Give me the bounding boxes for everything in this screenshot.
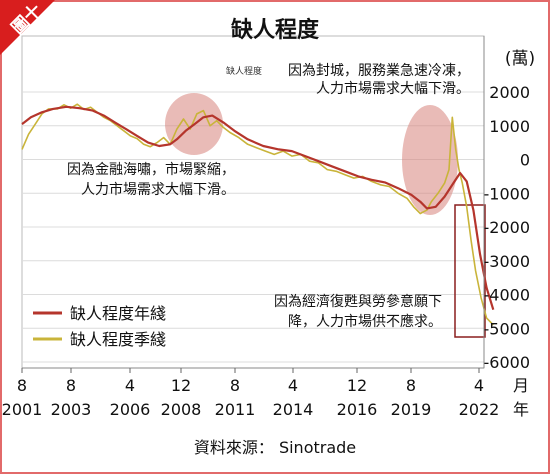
x-tick-year: 2003 [51, 400, 92, 419]
y-tick-label: 1000 [489, 117, 530, 136]
x-tick-month: 12 [347, 376, 367, 395]
recovery-highlight-box [454, 204, 486, 338]
x-tick-year: 2008 [161, 400, 202, 419]
x-tick-year: 2016 [337, 400, 378, 419]
recovery-annotation-text: 因為經濟復甦與勞參意願下降，人力市場供不應求。 [274, 293, 442, 330]
annotation-line: 降，人力市場供不應求。 [288, 313, 442, 330]
y-tick-label: -5000 [484, 319, 531, 338]
series-layer [21, 103, 495, 326]
financial-annotation: 因為金融海嘯，市場緊縮， 人力市場需求大幅下滑。 [67, 161, 235, 198]
x-axis: 8 2001 8 2003 4 2006 12 2008 8 2011 4 2014 12 2016 8 20… [2, 367, 500, 419]
recovery-annotation: 因為經濟復甦與勞參意願下降，人力市場供不應求。 [274, 293, 442, 330]
y-tick-label: -3000 [484, 252, 531, 271]
legend-label: 缺人程度季綫 [70, 330, 166, 349]
x-tick-month: 12 [171, 376, 191, 395]
x-tick-year: 2006 [110, 400, 151, 419]
x-tick-month: 4 [125, 376, 135, 395]
x-axis-label-line: 年 [513, 400, 529, 419]
y-tick-label: -1000 [484, 184, 531, 203]
covid-highlight [402, 105, 458, 215]
x-axis-label-line: 月 [513, 376, 529, 395]
annotation-line: 因為金融海嘯，市場緊縮， [67, 161, 235, 178]
x-tick-month: 4 [474, 376, 484, 395]
x-tick-year: 2001 [2, 400, 43, 419]
annotation-line: 因為封城，服務業急速冷凍， [288, 63, 470, 79]
badge-corner [0, 0, 55, 55]
x-tick-year: 2022 [459, 400, 500, 419]
x-tick-month: 8 [230, 376, 240, 395]
lockdown-annotation: 因為封城，服務業急速冷凍，人力市場需求大幅下滑。 [288, 63, 470, 97]
annotation-line: 因為經濟復甦與勞參意願下 [274, 293, 442, 310]
x-tick-year: 2014 [273, 400, 314, 419]
annotation-line: 人力市場需求大幅下滑。 [316, 80, 470, 97]
unit-label: (萬) [505, 49, 535, 69]
small-chart-label: 缺人程度 [226, 65, 262, 77]
y-axis: 2000 1000 0 -1000 -2000 -3000 -4000 -5000 -6000 [483, 36, 531, 372]
x-tick-year: 2011 [215, 400, 256, 419]
chart-title: 缺人程度 [230, 18, 319, 43]
y-tick-label: -2000 [484, 218, 531, 237]
series-line [21, 105, 495, 311]
y-tick-label: -6000 [484, 353, 531, 372]
x-tick-month: 4 [288, 376, 298, 395]
x-tick-month: 8 [406, 376, 416, 395]
grid [22, 91, 484, 363]
y-tick-label: -4000 [484, 286, 531, 305]
y-tick-label: 0 [520, 151, 530, 170]
x-tick-month: 8 [17, 376, 27, 395]
x-tick-year: 2019 [391, 400, 432, 419]
y-tick-label: 2000 [489, 83, 530, 102]
x-tick-month: 8 [66, 376, 76, 395]
annotation-line: 人力市場需求大幅下滑。 [81, 181, 235, 198]
legend-label: 缺人程度年綫 [70, 304, 166, 323]
lockdown-annotation-text: 因為封城，服務業急速冷凍，人力市場需求大幅下滑。 [288, 63, 470, 97]
source-label: 資料來源： Sinotrade [193, 438, 357, 457]
financial-annotation-text: 因為金融海嘯，市場緊縮， 人力市場需求大幅下滑。 [67, 161, 235, 198]
x-axis-label: 月年 [513, 376, 529, 419]
